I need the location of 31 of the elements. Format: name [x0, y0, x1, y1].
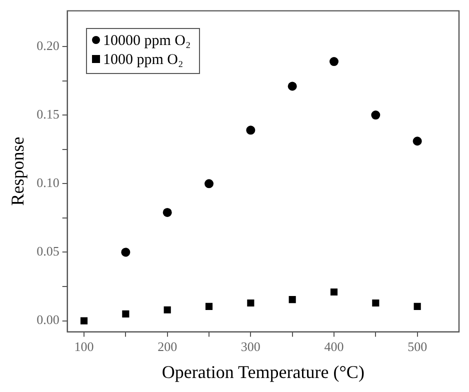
point [121, 248, 130, 257]
point [371, 110, 380, 120]
point [205, 302, 213, 310]
y-tick-label: 0.15 [36, 106, 60, 122]
y-tick-label: 0.05 [36, 244, 60, 259]
point [164, 306, 171, 314]
text: 0.00 [36, 312, 60, 328]
point [122, 310, 130, 318]
point [330, 288, 338, 296]
x-tick-label: 200 [158, 339, 178, 354]
point [288, 82, 297, 91]
x-tick-label: 100 [74, 339, 94, 354]
point [204, 179, 214, 188]
x-tick-label: 400 [324, 339, 344, 354]
point [80, 317, 88, 324]
point [288, 296, 296, 304]
point [247, 299, 254, 307]
x-tick-label: 500 [408, 339, 428, 354]
legend-label: 10000 ppm O₂ [102, 32, 191, 51]
x-axis-title: Operation Temperature (°C) [162, 362, 364, 382]
point [412, 136, 422, 146]
y-axis-title: Response [8, 136, 28, 206]
legend-label: 1000 ppm O₂ [102, 51, 184, 70]
y-tick-label: 0.10 [36, 175, 60, 190]
point [372, 299, 380, 307]
point [162, 208, 172, 217]
x-tick-label: 300 [240, 339, 260, 354]
point [414, 302, 421, 310]
y-tick-label: 0.20 [36, 38, 60, 53]
point [246, 126, 256, 135]
point [330, 57, 339, 66]
